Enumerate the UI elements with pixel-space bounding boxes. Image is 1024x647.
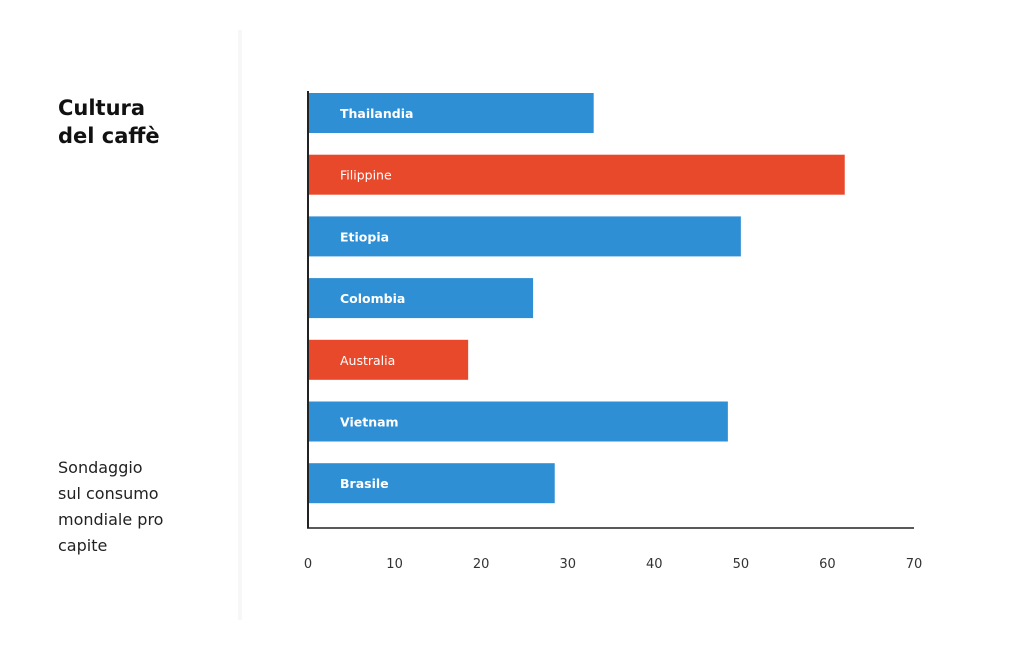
chart-subtitle: Sondaggio sul consumo mondiale pro capit… <box>58 458 164 555</box>
bar-vietnam <box>308 401 728 442</box>
bar-etiopia <box>308 216 741 257</box>
bar-australia <box>308 339 469 380</box>
side-panel <box>0 0 238 647</box>
x-tick-label: 60 <box>819 557 836 572</box>
bar-label: Colombia <box>340 291 405 306</box>
bar-brasile <box>308 463 555 504</box>
x-tick-label: 30 <box>559 557 576 572</box>
bar-filippine <box>308 154 845 195</box>
x-tick-label: 70 <box>906 557 923 572</box>
bar-label: Australia <box>340 353 395 368</box>
x-tick-label: 40 <box>646 557 663 572</box>
chart-title: Cultura del caffè <box>58 96 160 148</box>
bar-label: Vietnam <box>340 415 399 430</box>
x-tick-label: 20 <box>473 557 490 572</box>
x-tick-label: 50 <box>733 557 750 572</box>
bar-colombia <box>308 278 534 319</box>
x-tick-label: 0 <box>304 557 312 572</box>
x-tick-label: 10 <box>386 557 403 572</box>
bar-label: Thailandia <box>340 106 413 121</box>
bar-label: Filippine <box>340 168 392 183</box>
bar-label: Etiopia <box>340 229 389 244</box>
side-divider <box>238 30 242 620</box>
bar-thailandia <box>308 93 594 133</box>
bar-label: Brasile <box>340 476 389 491</box>
